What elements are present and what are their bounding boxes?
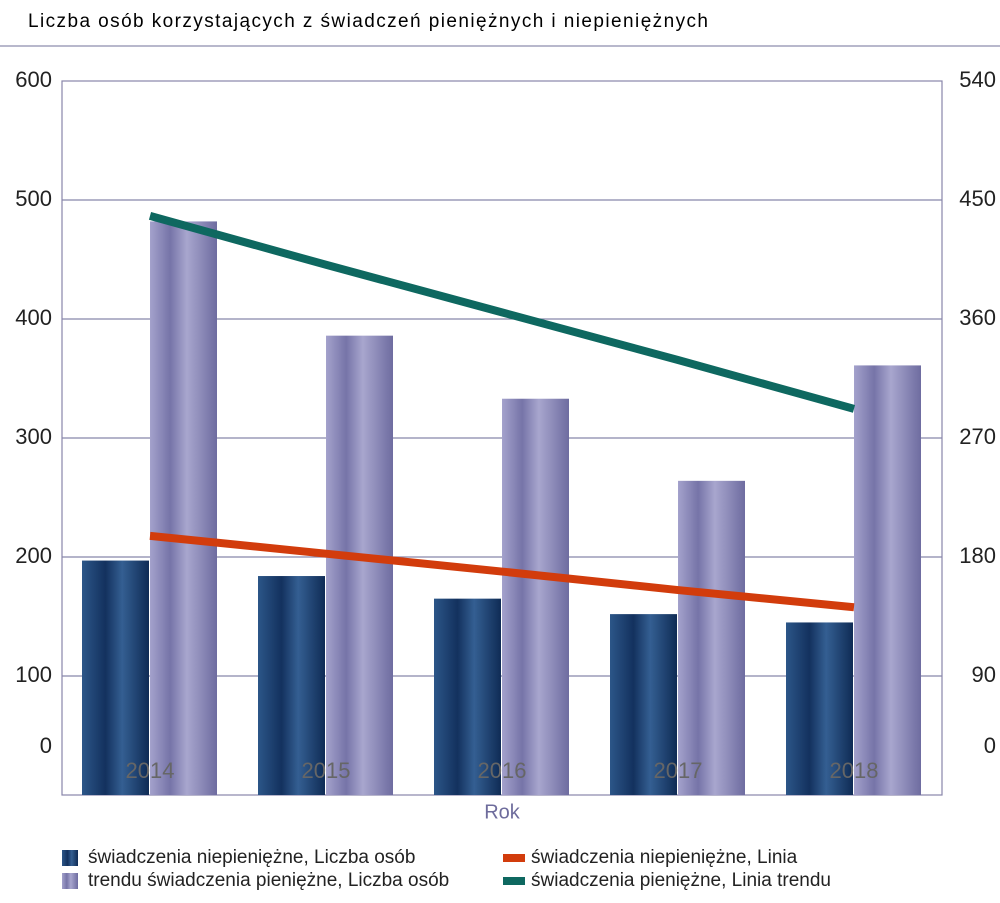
- bar: [326, 335, 393, 795]
- y2-tick-label: 540: [959, 67, 996, 92]
- legend-label: trendu świadczenia pieniężne, Liczba osó…: [88, 870, 449, 891]
- bar: [434, 598, 501, 795]
- legend-swatch: [62, 850, 78, 866]
- x-tick-label: 2017: [654, 758, 703, 783]
- y-tick-label: 200: [15, 543, 52, 568]
- y-tick-label: 0: [40, 733, 52, 758]
- legend-swatch: [62, 873, 78, 889]
- x-tick-label: 2015: [302, 758, 351, 783]
- legend-label: świadczenia niepieniężne, Liczba osób: [88, 847, 415, 868]
- x-tick-label: 2014: [126, 758, 175, 783]
- bar: [502, 398, 569, 795]
- legend-label: świadczenia niepieniężne, Linia: [531, 847, 798, 868]
- legend-swatch: [503, 877, 525, 885]
- x-axis-title: Rok: [484, 801, 521, 823]
- y2-tick-label: 360: [959, 305, 996, 330]
- bar: [82, 560, 149, 795]
- bar: [854, 365, 921, 795]
- y-tick-label: 300: [15, 424, 52, 449]
- y2-tick-label: 450: [959, 186, 996, 211]
- y2-tick-label: 0: [984, 733, 996, 758]
- trend-line: [149, 531, 855, 612]
- x-tick-label: 2018: [830, 758, 879, 783]
- bar: [258, 576, 325, 795]
- bar: [786, 622, 853, 795]
- y2-tick-label: 90: [972, 662, 996, 687]
- y2-tick-label: 180: [959, 543, 996, 568]
- bar: [150, 221, 217, 796]
- bar: [678, 480, 745, 795]
- legend-swatch: [503, 854, 525, 862]
- bar: [610, 614, 677, 795]
- y-tick-label: 100: [15, 662, 52, 687]
- y2-tick-label: 270: [959, 424, 996, 449]
- y-tick-label: 500: [15, 186, 52, 211]
- legend-label: świadczenia pieniężne, Linia trendu: [531, 870, 831, 891]
- x-tick-label: 2016: [478, 758, 527, 783]
- y-tick-label: 600: [15, 67, 52, 92]
- y-tick-label: 400: [15, 305, 52, 330]
- chart-title: Liczba osób korzystających z świadczeń p…: [28, 11, 708, 32]
- trend-line: [148, 212, 856, 413]
